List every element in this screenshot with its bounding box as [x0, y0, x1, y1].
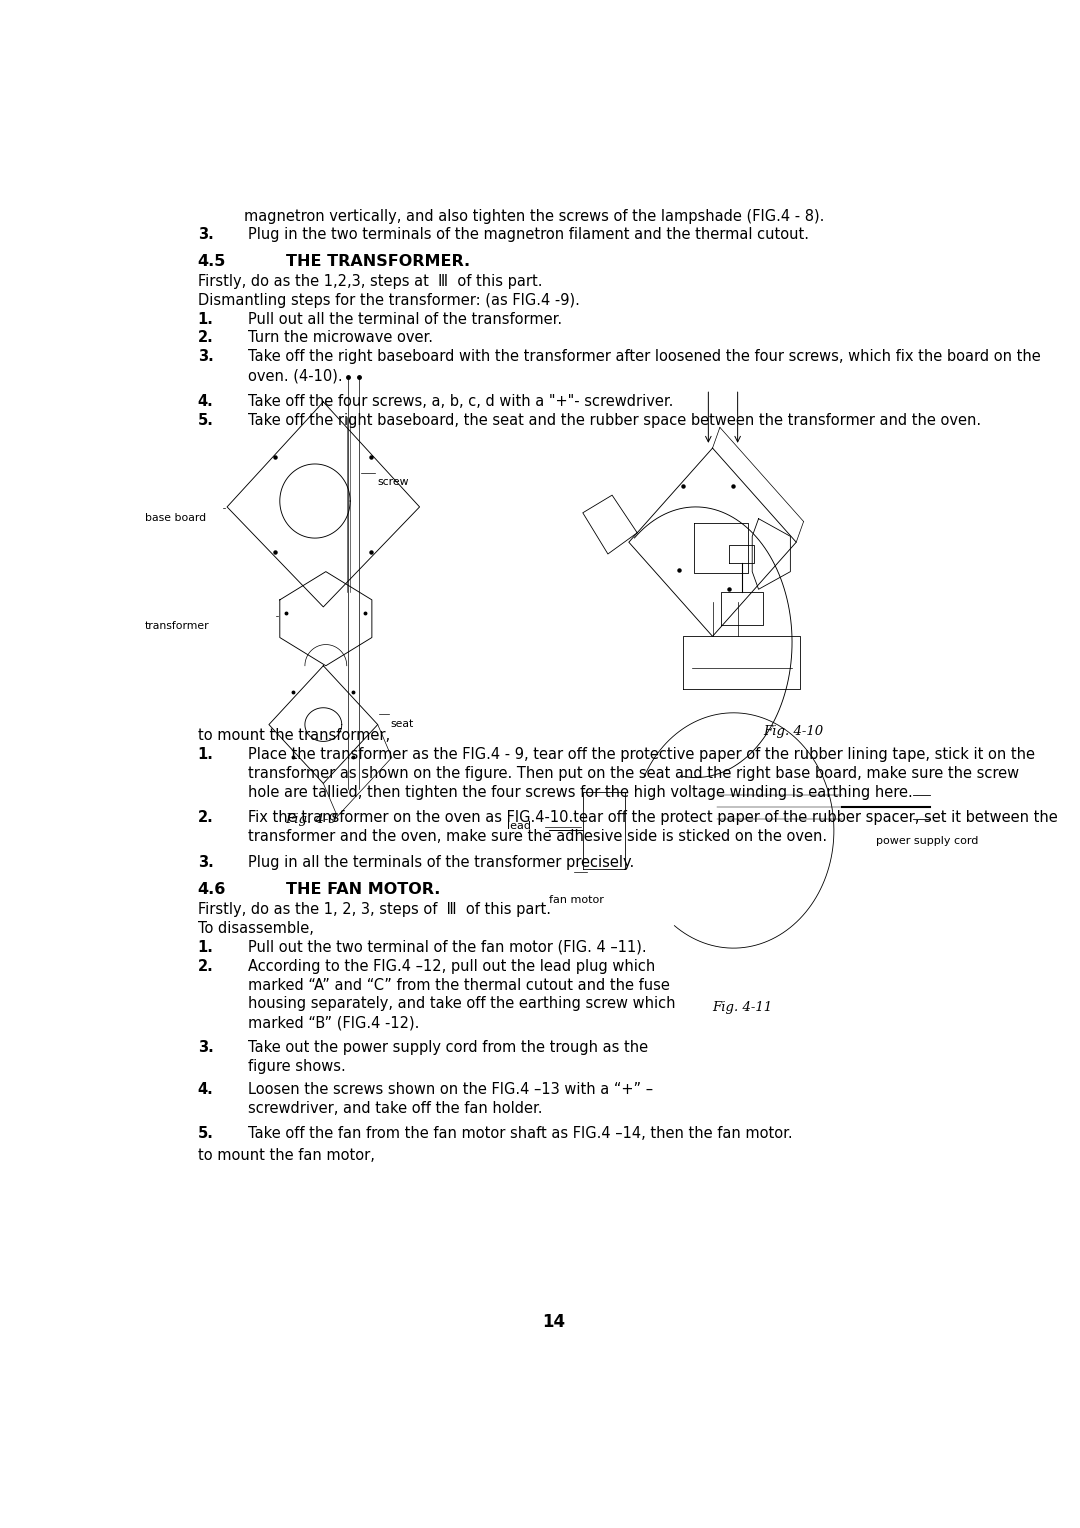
- Text: figure shows.: figure shows.: [248, 1059, 346, 1074]
- Text: Take off the fan from the fan motor shaft as FIG.4 –14, then the fan motor.: Take off the fan from the fan motor shaf…: [248, 1126, 793, 1141]
- Text: Take off the right baseboard with the transformer after loosened the four screws: Take off the right baseboard with the tr…: [248, 350, 1041, 364]
- Text: transformer: transformer: [145, 620, 210, 631]
- Text: To disassemble,: To disassemble,: [198, 921, 313, 937]
- Text: 3.: 3.: [198, 1041, 214, 1054]
- Text: Fig. 4-9: Fig. 4-9: [285, 813, 337, 825]
- Text: 4.6: 4.6: [198, 882, 226, 897]
- Text: 2.: 2.: [198, 330, 214, 345]
- Text: According to the FIG.4 –12, pull out the lead plug which: According to the FIG.4 –12, pull out the…: [248, 958, 656, 973]
- Text: magnetron vertically, and also tighten the screws of the lampshade (FIG.4 - 8).: magnetron vertically, and also tighten t…: [244, 209, 824, 225]
- Text: power supply cord: power supply cord: [876, 836, 978, 847]
- Text: 1.: 1.: [198, 747, 214, 762]
- Text: screw: screw: [378, 477, 409, 487]
- Text: 5.: 5.: [198, 413, 214, 428]
- Text: 4.5: 4.5: [198, 254, 226, 269]
- Text: Pull out the two terminal of the fan motor (FIG. 4 –11).: Pull out the two terminal of the fan mot…: [248, 940, 647, 955]
- Text: Fig. 4-11: Fig. 4-11: [712, 1001, 772, 1015]
- Text: Place the transformer as the FIG.4 - 9, tear off the protective paper of the rub: Place the transformer as the FIG.4 - 9, …: [248, 747, 1035, 762]
- Text: 1.: 1.: [198, 940, 214, 955]
- Text: Plug in the two terminals of the magnetron filament and the thermal cutout.: Plug in the two terminals of the magnetr…: [248, 226, 809, 241]
- Text: fan motor: fan motor: [550, 895, 604, 905]
- Text: Firstly, do as the 1,2,3, steps at  Ⅲ  of this part.: Firstly, do as the 1,2,3, steps at Ⅲ of …: [198, 274, 542, 289]
- Text: 4.: 4.: [198, 394, 214, 410]
- Text: Turn the microwave over.: Turn the microwave over.: [248, 330, 433, 345]
- Text: Loosen the screws shown on the FIG.4 –13 with a “+” –: Loosen the screws shown on the FIG.4 –13…: [248, 1082, 653, 1097]
- Text: 3.: 3.: [198, 226, 214, 241]
- Text: Take off the four screws, a, b, c, d with a "+"- screwdriver.: Take off the four screws, a, b, c, d wit…: [248, 394, 673, 410]
- Text: 5.: 5.: [198, 1126, 214, 1141]
- Text: Pull out all the terminal of the transformer.: Pull out all the terminal of the transfo…: [248, 312, 562, 327]
- Text: 1.: 1.: [198, 312, 214, 327]
- Text: Dismantling steps for the transformer: (as FIG.4 -9).: Dismantling steps for the transformer: (…: [198, 293, 580, 307]
- Text: seat: seat: [390, 718, 414, 729]
- Text: 2.: 2.: [198, 958, 214, 973]
- Text: 3.: 3.: [198, 856, 214, 869]
- Text: lead: lead: [508, 821, 531, 831]
- Text: 14: 14: [542, 1313, 565, 1331]
- Text: Take off the right baseboard, the seat and the rubber space between the transfor: Take off the right baseboard, the seat a…: [248, 413, 981, 428]
- Text: transformer and the oven, make sure the adhesive side is sticked on the oven.: transformer and the oven, make sure the …: [248, 830, 827, 845]
- Text: base board: base board: [145, 513, 206, 523]
- Text: transformer as shown on the figure. Then put on the seat and the right base boar: transformer as shown on the figure. Then…: [248, 766, 1020, 781]
- Text: 4.: 4.: [198, 1082, 214, 1097]
- Text: to mount the transformer,: to mount the transformer,: [198, 729, 390, 743]
- Text: Plug in all the terminals of the transformer precisely.: Plug in all the terminals of the transfo…: [248, 856, 634, 869]
- Text: Fig. 4-10: Fig. 4-10: [762, 724, 823, 738]
- Text: screwdriver, and take off the fan holder.: screwdriver, and take off the fan holder…: [248, 1102, 542, 1115]
- Text: Take out the power supply cord from the trough as the: Take out the power supply cord from the …: [248, 1041, 648, 1054]
- Text: 3.: 3.: [198, 350, 214, 364]
- Text: oven. (4-10).: oven. (4-10).: [248, 368, 342, 384]
- Text: housing separately, and take off the earthing screw which: housing separately, and take off the ear…: [248, 996, 675, 1012]
- Text: hole are tallied, then tighten the four screws for the high voltage winding is e: hole are tallied, then tighten the four …: [248, 784, 913, 799]
- Text: Fix the transformer on the oven as FIG.4-10.tear off the protect paper of the ru: Fix the transformer on the oven as FIG.4…: [248, 810, 1057, 825]
- Text: marked “B” (FIG.4 -12).: marked “B” (FIG.4 -12).: [248, 1015, 419, 1030]
- Text: marked “A” and “C” from the thermal cutout and the fuse: marked “A” and “C” from the thermal cuto…: [248, 978, 670, 993]
- Text: Firstly, do as the 1, 2, 3, steps of  Ⅲ  of this part.: Firstly, do as the 1, 2, 3, steps of Ⅲ o…: [198, 902, 551, 917]
- Text: to mount the fan motor,: to mount the fan motor,: [198, 1148, 375, 1163]
- Text: THE TRANSFORMER.: THE TRANSFORMER.: [285, 254, 470, 269]
- Text: THE FAN MOTOR.: THE FAN MOTOR.: [285, 882, 440, 897]
- Text: 2.: 2.: [198, 810, 214, 825]
